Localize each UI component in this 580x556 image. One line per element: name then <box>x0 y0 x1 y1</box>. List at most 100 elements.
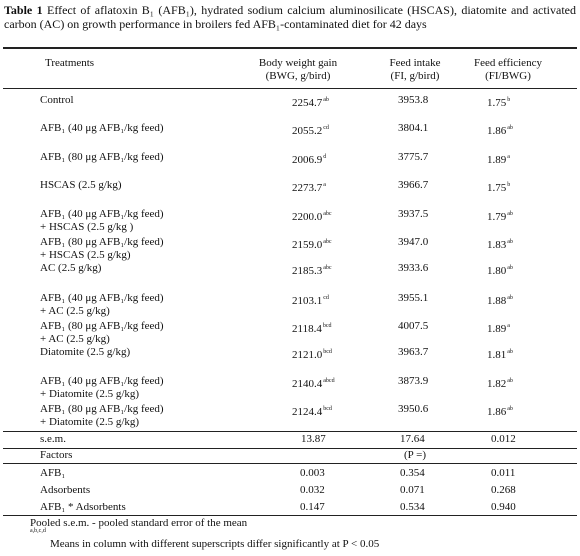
footnote-superscript: a,b,c,d <box>30 528 46 534</box>
fi-value: 4007.5 <box>398 320 429 332</box>
fe-value: 1.83 <box>487 239 507 251</box>
sem-value: 0.012 <box>491 433 516 445</box>
treatment: + HSCAS (2.5 g/kg ) <box>40 221 134 233</box>
bwg-value-superscript: bcd <box>323 349 332 355</box>
p-header: (P =) <box>404 449 426 461</box>
fe-value-cell: 1.82ab <box>487 375 513 391</box>
bwg-value-cell: 2200.0abc <box>292 208 332 224</box>
fe-value: 1.80 <box>487 265 507 277</box>
fe-value-cell: 1.88ab <box>487 292 513 308</box>
fe-value-superscript: ab <box>507 295 513 301</box>
factor-name: Adsorbents <box>40 484 91 496</box>
fe-value-cell: 1.86ab <box>487 122 513 138</box>
fi-value: 3963.7 <box>398 346 429 358</box>
bwg-value: 2118.4 <box>292 323 322 335</box>
bwg-value-superscript: bcd <box>323 406 332 412</box>
treatment: AFB₁ (80 μg AFB₁/kg feed) <box>40 403 164 415</box>
sem-label: s.e.m. <box>40 433 66 445</box>
fi-value: 3775.7 <box>398 151 429 163</box>
bwg-value-cell: 2273.7a <box>292 179 326 195</box>
fi-value: 3937.5 <box>398 208 429 220</box>
fe-value-cell: 1.83ab <box>487 236 513 252</box>
p-value: 0.071 <box>400 484 425 496</box>
fe-value: 1.89 <box>487 154 507 166</box>
factor-name: AFB₁ <box>40 467 66 479</box>
fe-value-cell: 1.81ab <box>487 346 513 362</box>
fi-value: 3804.1 <box>398 122 429 134</box>
fe-value-superscript: ab <box>507 265 513 271</box>
treatment: + Diatomite (2.5 g/kg) <box>40 388 140 400</box>
fe-value: 1.86 <box>487 125 507 137</box>
bwg-value: 2140.4 <box>292 378 323 390</box>
rule <box>3 431 577 432</box>
treatment: + Diatomite (2.5 g/kg) <box>40 416 140 428</box>
p-value: 0.003 <box>300 467 325 479</box>
treatment: + HSCAS (2.5 g/kg) <box>40 249 131 261</box>
bwg-value: 2006.9 <box>292 154 323 166</box>
treatment: AFB₁ (80 μg AFB₁/kg feed) <box>40 151 164 163</box>
fe-value-cell: 1.86ab <box>487 403 513 419</box>
treatment: HSCAS (2.5 g/kg) <box>40 179 122 191</box>
fe-value: 1.82 <box>487 378 507 390</box>
bwg-value-cell: 2055.2cd <box>292 122 329 138</box>
footnote: Means in column with different superscri… <box>50 538 380 550</box>
fe-value: 1.86 <box>487 406 507 418</box>
fe-value-superscript: ab <box>507 125 513 131</box>
bwg-value-superscript: a <box>323 182 326 188</box>
fe-value-superscript: ab <box>507 406 513 412</box>
bwg-value-superscript: d <box>323 154 327 160</box>
fe-value-superscript: b <box>507 182 511 188</box>
fe-value-superscript: b <box>507 97 511 103</box>
bwg-value-superscript: abc <box>323 265 332 271</box>
bwg-value-cell: 2185.3abc <box>292 262 332 278</box>
treatment: AFB₁ (40 μg AFB₁/kg feed) <box>40 375 164 387</box>
bwg-value-cell: 2118.4bcd <box>292 320 332 336</box>
fe-value-superscript: ab <box>507 378 513 384</box>
factors-label: Factors <box>40 449 73 461</box>
treatment: AFB₁ (80 μg AFB₁/kg feed) <box>40 236 164 248</box>
fe-value: 1.79 <box>487 211 507 223</box>
treatment: + AC (2.5 g/kg) <box>40 333 110 345</box>
bwg-value-cell: 2103.1cd <box>292 292 329 308</box>
fe-value: 1.81 <box>487 349 507 361</box>
bwg-value: 2103.1 <box>292 295 323 307</box>
bwg-value: 2254.7 <box>292 97 323 109</box>
sem-value: 17.64 <box>400 433 425 445</box>
bwg-value-superscript: cd <box>323 295 329 301</box>
column-header: Body weight gain <box>258 57 338 69</box>
fe-value-cell: 1.89a <box>487 320 510 336</box>
fe-value-superscript: a <box>507 323 510 329</box>
column-header: Feed intake <box>389 57 441 69</box>
table-label: Table 1 <box>4 3 43 17</box>
fi-value: 3873.9 <box>398 375 429 387</box>
title-text: Effect of aflatoxin B₁ (AFB₁), hydrated … <box>4 3 576 31</box>
treatment: Diatomite (2.5 g/kg) <box>40 346 131 358</box>
bwg-value-superscript: ab <box>323 97 329 103</box>
fe-value-superscript: a <box>507 154 510 160</box>
bwg-value-cell: 2159.0abc <box>292 236 332 252</box>
fe-value-superscript: ab <box>507 211 513 217</box>
rule <box>3 88 577 89</box>
fe-value-cell: 1.75b <box>487 94 510 110</box>
p-value: 0.011 <box>491 467 516 479</box>
rule <box>3 47 577 49</box>
treatment: + AC (2.5 g/kg) <box>40 305 110 317</box>
p-value: 0.147 <box>300 501 325 513</box>
column-header: (BWG, g/bird) <box>265 70 331 82</box>
bwg-value: 2273.7 <box>292 182 323 194</box>
bwg-value-cell: 2006.9d <box>292 151 326 167</box>
rule <box>3 448 577 449</box>
fe-value-cell: 1.79ab <box>487 208 513 224</box>
rule <box>3 515 577 516</box>
bwg-value: 2200.0 <box>292 211 323 223</box>
fe-value-superscript: ab <box>507 239 513 245</box>
footnote: Pooled s.e.m. - pooled standard error of… <box>30 517 248 529</box>
bwg-value-cell: 2140.4abcd <box>292 375 335 391</box>
bwg-value-cell: 2124.4bcd <box>292 403 332 419</box>
bwg-value: 2159.0 <box>292 239 323 251</box>
fe-value-cell: 1.75b <box>487 179 510 195</box>
sem-value: 13.87 <box>301 433 326 445</box>
fi-value: 3950.6 <box>398 403 429 415</box>
column-header: (FI, g/bird) <box>390 70 440 82</box>
